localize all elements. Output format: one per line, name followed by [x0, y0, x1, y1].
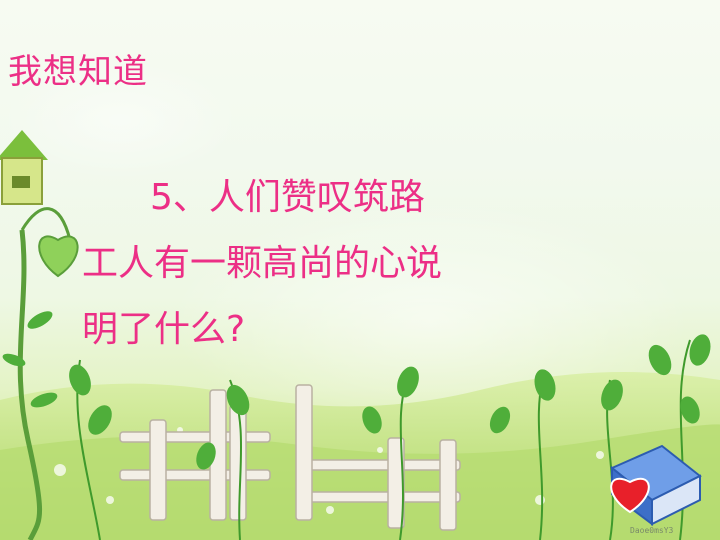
question-line-3: 明了什么?: [82, 309, 246, 350]
birdhouse-icon: [0, 130, 48, 205]
heart-leaf-icon: [38, 235, 79, 278]
heart-icon: [610, 477, 650, 514]
watermark: Daoe0msY3: [630, 526, 674, 535]
question-line-2: 工人有一颗高尚的心说: [82, 243, 443, 284]
question-line-1: 5、人们赞叹筑路: [150, 177, 425, 218]
fence-icon: [119, 384, 461, 531]
slide-heading: 我想知道: [8, 52, 148, 92]
